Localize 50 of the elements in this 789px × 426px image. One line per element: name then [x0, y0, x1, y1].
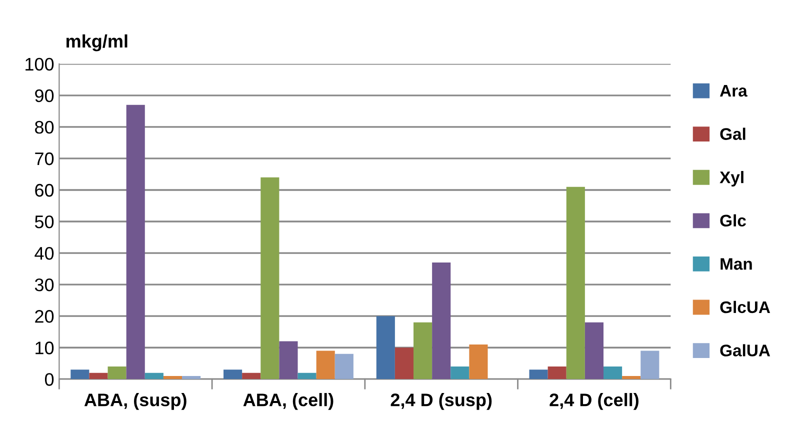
bar: [279, 341, 298, 380]
legend-label: GlcUA: [720, 300, 770, 314]
y-tick-label: 100: [26, 58, 54, 71]
bar: [450, 366, 470, 380]
bar: [108, 366, 126, 380]
bar: [144, 372, 164, 380]
legend-label: Xyl: [720, 171, 744, 187]
bar: [334, 354, 354, 380]
y-tick-label: 0: [44, 373, 54, 386]
bar: [414, 322, 432, 380]
y-tick-label: 70: [35, 152, 54, 166]
bar: [432, 262, 451, 380]
legend-label: Gal: [720, 128, 746, 140]
y-axis-title: mkg/ml: [66, 34, 128, 52]
x-tick-label: 2,4 D (cell): [550, 393, 638, 410]
bar: [584, 322, 604, 380]
legend-label: Man: [720, 258, 752, 270]
x-tick-label: ABA, (susp): [84, 393, 186, 410]
legend-label: GalUA: [720, 344, 770, 356]
y-tick-label: 50: [34, 215, 54, 228]
bar: [469, 344, 488, 380]
bar: [529, 370, 548, 380]
x-tick-label: 2,4 D (susp): [390, 393, 492, 410]
y-tick-label: 60: [35, 184, 54, 197]
bar: [566, 186, 585, 380]
y-tick-label: 10: [36, 342, 54, 354]
bar: [376, 316, 395, 380]
y-tick-label: 40: [34, 246, 54, 260]
bar: [182, 376, 201, 380]
bar: [298, 372, 316, 380]
bar: [224, 370, 242, 380]
bar: [242, 372, 261, 380]
y-tick-label: 30: [34, 278, 54, 292]
legend-label: Glc: [720, 214, 746, 227]
bar: [163, 376, 182, 380]
bar: [622, 376, 641, 380]
x-tick-label: ABA, (cell): [243, 393, 334, 410]
bar: [603, 366, 622, 380]
bar: [640, 350, 660, 380]
y-tick-label: 80: [35, 120, 54, 134]
legend-label: Ara: [720, 85, 748, 97]
bar: [260, 177, 280, 380]
bar: [316, 350, 335, 380]
y-tick-label: 20: [35, 310, 54, 323]
y-tick-label: 90: [35, 89, 54, 102]
bar: [89, 372, 108, 380]
bar: [126, 104, 145, 380]
bar: [548, 366, 566, 380]
bar: [394, 348, 414, 380]
bar: [70, 370, 90, 380]
